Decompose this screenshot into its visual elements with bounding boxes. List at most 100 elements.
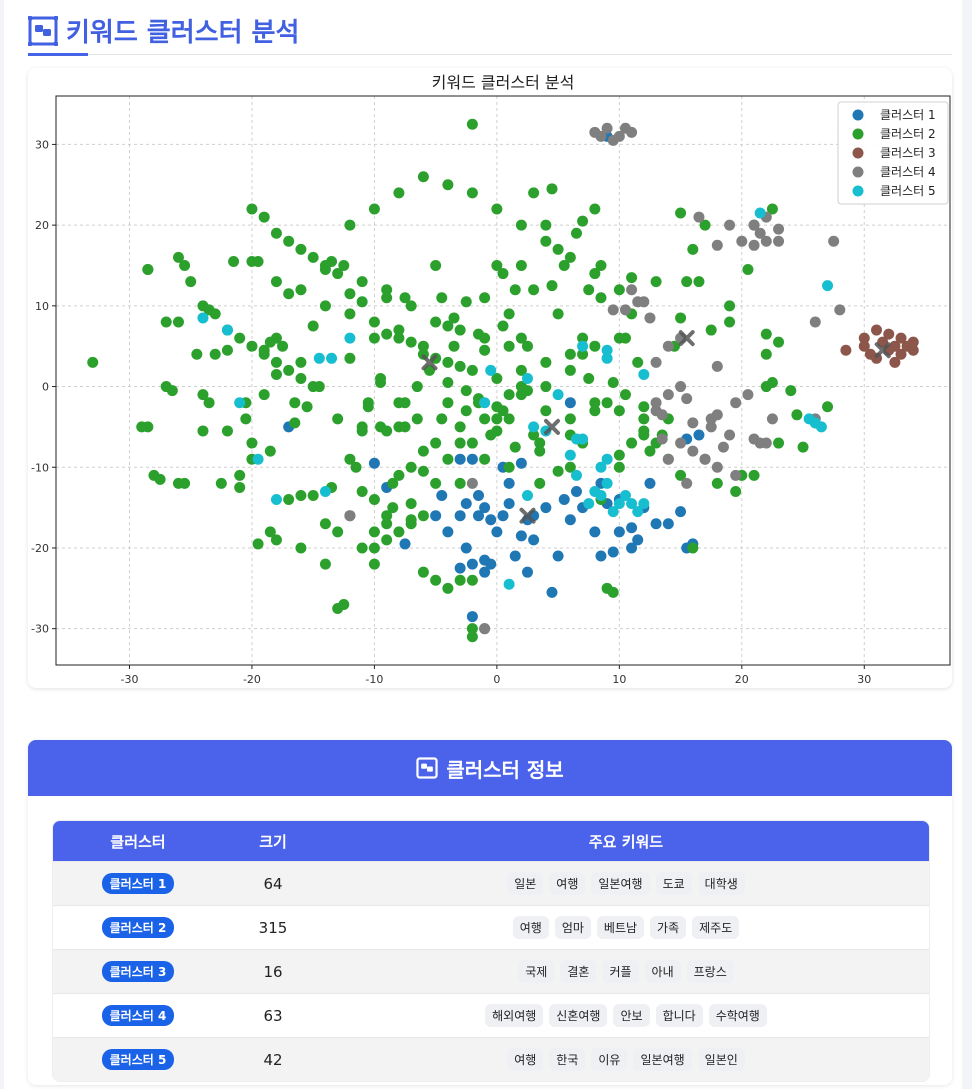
data-point bbox=[185, 276, 197, 288]
data-point bbox=[417, 445, 429, 457]
keyword-tag: 도쿄 bbox=[655, 872, 692, 895]
legend-marker bbox=[852, 185, 864, 197]
data-point bbox=[430, 510, 442, 522]
data-point bbox=[411, 381, 423, 393]
data-point bbox=[638, 296, 650, 308]
data-point bbox=[515, 219, 527, 231]
column-header-size: 크기 bbox=[259, 832, 287, 851]
data-point bbox=[626, 284, 638, 296]
keyword-tag: 결혼 bbox=[560, 960, 597, 983]
data-point bbox=[344, 308, 356, 320]
data-point bbox=[172, 316, 184, 328]
data-point bbox=[583, 498, 595, 510]
data-point bbox=[430, 437, 442, 449]
data-point bbox=[326, 352, 338, 364]
data-point bbox=[283, 364, 295, 376]
data-point bbox=[234, 397, 246, 409]
data-point bbox=[252, 538, 264, 550]
data-point bbox=[497, 405, 509, 417]
data-point bbox=[172, 251, 184, 263]
data-point bbox=[497, 510, 509, 522]
data-point bbox=[307, 251, 319, 263]
y-tick-label: -20 bbox=[31, 542, 49, 555]
data-point bbox=[368, 542, 380, 554]
data-point bbox=[344, 510, 356, 522]
data-point bbox=[558, 494, 570, 506]
data-point bbox=[497, 268, 509, 280]
title-underline bbox=[28, 53, 88, 56]
data-point bbox=[577, 433, 589, 445]
data-point bbox=[270, 494, 282, 506]
data-point bbox=[521, 372, 533, 384]
legend-label: 클러스터 1 bbox=[880, 108, 936, 122]
data-point bbox=[466, 477, 478, 489]
data-point bbox=[411, 413, 423, 425]
data-point bbox=[430, 316, 442, 328]
data-point bbox=[436, 490, 448, 502]
x-tick-label: 0 bbox=[493, 673, 500, 686]
data-point bbox=[773, 223, 785, 235]
data-point bbox=[479, 502, 491, 514]
data-point bbox=[252, 255, 264, 267]
data-point bbox=[332, 526, 344, 538]
data-point bbox=[760, 328, 772, 340]
plot-frame bbox=[55, 95, 951, 666]
data-point bbox=[613, 332, 625, 344]
data-point bbox=[166, 385, 178, 397]
data-point bbox=[644, 445, 656, 457]
data-point bbox=[528, 187, 540, 199]
data-point bbox=[454, 324, 466, 336]
data-point bbox=[479, 332, 491, 344]
data-point bbox=[270, 276, 282, 288]
data-point bbox=[564, 364, 576, 376]
data-point bbox=[417, 465, 429, 477]
data-point bbox=[748, 239, 760, 251]
data-point bbox=[301, 401, 313, 413]
cluster-size: 315 bbox=[258, 919, 288, 937]
data-point bbox=[650, 397, 662, 409]
data-point bbox=[356, 296, 368, 308]
data-point bbox=[283, 494, 295, 506]
data-point bbox=[270, 534, 282, 546]
data-point bbox=[570, 469, 582, 481]
data-point bbox=[246, 203, 258, 215]
data-point bbox=[277, 340, 289, 352]
data-point bbox=[515, 389, 527, 401]
data-point bbox=[515, 530, 527, 542]
data-point bbox=[595, 461, 607, 473]
keyword-tag: 합니다 bbox=[655, 1004, 703, 1027]
legend-label: 클러스터 5 bbox=[880, 184, 936, 198]
data-point bbox=[595, 259, 607, 271]
data-point bbox=[675, 506, 687, 518]
keyword-tag: 국제 bbox=[518, 960, 555, 983]
data-point bbox=[460, 498, 472, 510]
data-point bbox=[368, 203, 380, 215]
data-point bbox=[393, 332, 405, 344]
data-point bbox=[589, 203, 601, 215]
data-point bbox=[332, 268, 344, 280]
data-point bbox=[221, 324, 233, 336]
data-point bbox=[564, 449, 576, 461]
cluster-info-title: 클러스터 정보 bbox=[446, 757, 564, 782]
y-tick-label: -30 bbox=[31, 623, 49, 636]
data-point bbox=[179, 259, 191, 271]
cluster-badge: 클러스터 1 bbox=[101, 873, 175, 894]
data-point bbox=[454, 510, 466, 522]
data-point bbox=[344, 352, 356, 364]
legend-label: 클러스터 4 bbox=[880, 165, 936, 179]
data-point bbox=[742, 264, 754, 276]
data-point bbox=[540, 219, 552, 231]
data-point bbox=[405, 336, 417, 348]
data-point bbox=[552, 465, 564, 477]
data-point bbox=[473, 510, 485, 522]
data-point bbox=[687, 542, 699, 554]
centroid-marker bbox=[678, 330, 695, 347]
page-title: 키워드 클러스터 분석 bbox=[66, 18, 300, 48]
data-point bbox=[577, 332, 589, 344]
data-point bbox=[564, 397, 576, 409]
data-point bbox=[638, 368, 650, 380]
keyword-tag: 일본여행 bbox=[633, 1048, 692, 1071]
data-point bbox=[307, 381, 319, 393]
data-point bbox=[748, 219, 760, 231]
keyword-tag: 여행 bbox=[512, 916, 549, 939]
